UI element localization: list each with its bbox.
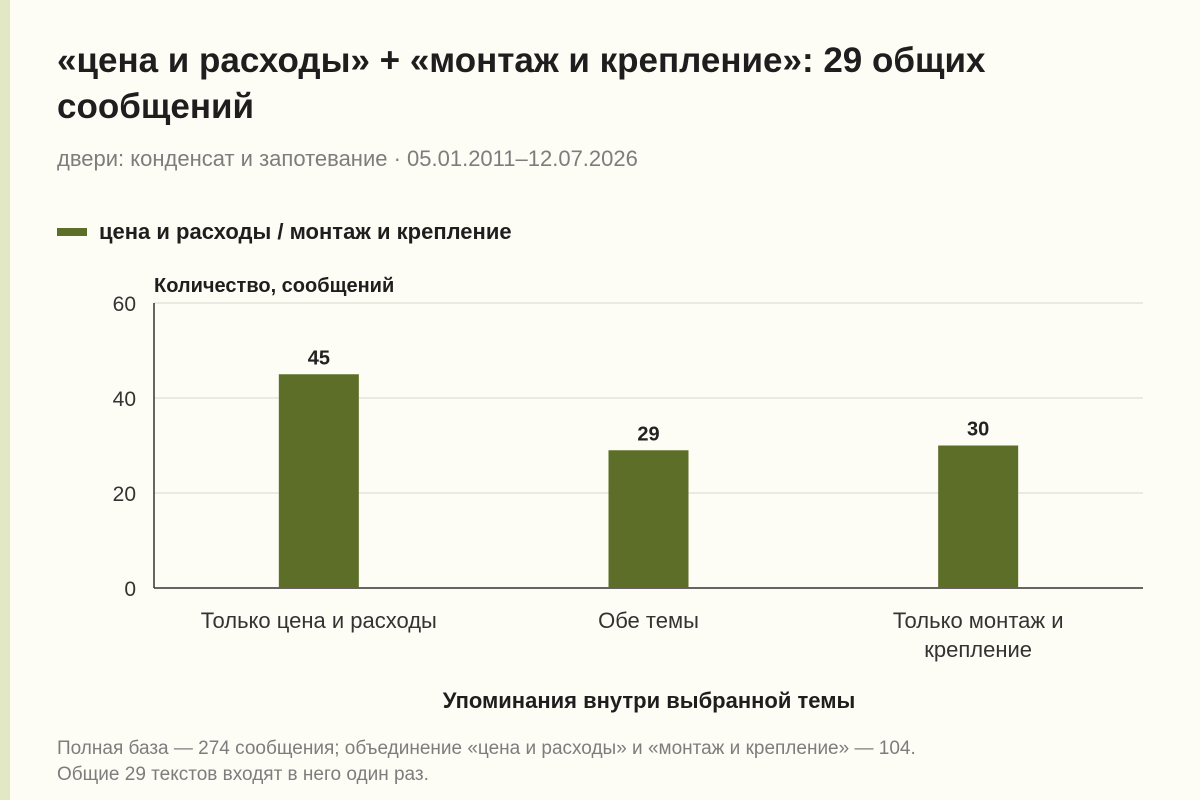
y-tick-label: 60 — [113, 293, 136, 316]
legend-label: цена и расходы / монтаж и крепление — [99, 219, 512, 244]
legend: цена и расходы / монтаж и крепление — [57, 219, 512, 245]
bar — [278, 374, 359, 588]
legend-swatch — [57, 228, 87, 236]
y-axis-title: Количество, сообщений — [154, 275, 394, 297]
x-tick-label: Только цена и расходы — [201, 608, 437, 633]
x-axis-title: Упоминания внутри выбранной темы — [443, 688, 856, 713]
y-tick-labels: 0 20 40 60 — [113, 293, 136, 601]
bars — [278, 374, 1019, 588]
data-label: 45 — [308, 347, 330, 369]
footnote: Полная база — 274 сообщения; объединение… — [57, 736, 1157, 788]
y-tick-label: 0 — [124, 578, 136, 601]
bar — [608, 450, 689, 588]
data-label: 30 — [967, 419, 989, 441]
x-tick-labels: Только цена и расходы Обе темы Только монт… — [201, 608, 1064, 662]
footnote-line-2: Общие 29 текстов входят в него один раз. — [57, 764, 429, 785]
x-tick-label: Только монтаж и — [893, 608, 1064, 633]
x-tick-label: Обе темы — [598, 608, 699, 633]
chart-subtitle: двери: конденсат и запотевание · 05.01.2… — [57, 146, 638, 171]
bar — [938, 445, 1019, 588]
x-tick-label: крепление — [924, 637, 1032, 662]
y-tick-label: 40 — [113, 388, 136, 411]
accent-stripe — [0, 0, 10, 800]
data-label: 29 — [637, 423, 659, 445]
chart-title: «цена и расходы» + «монтаж и крепление»:… — [57, 41, 986, 126]
y-tick-label: 20 — [113, 483, 136, 506]
footnote-line-1: Полная база — 274 сообщения; объединение… — [57, 738, 916, 759]
data-labels: 45 29 30 — [308, 347, 990, 445]
